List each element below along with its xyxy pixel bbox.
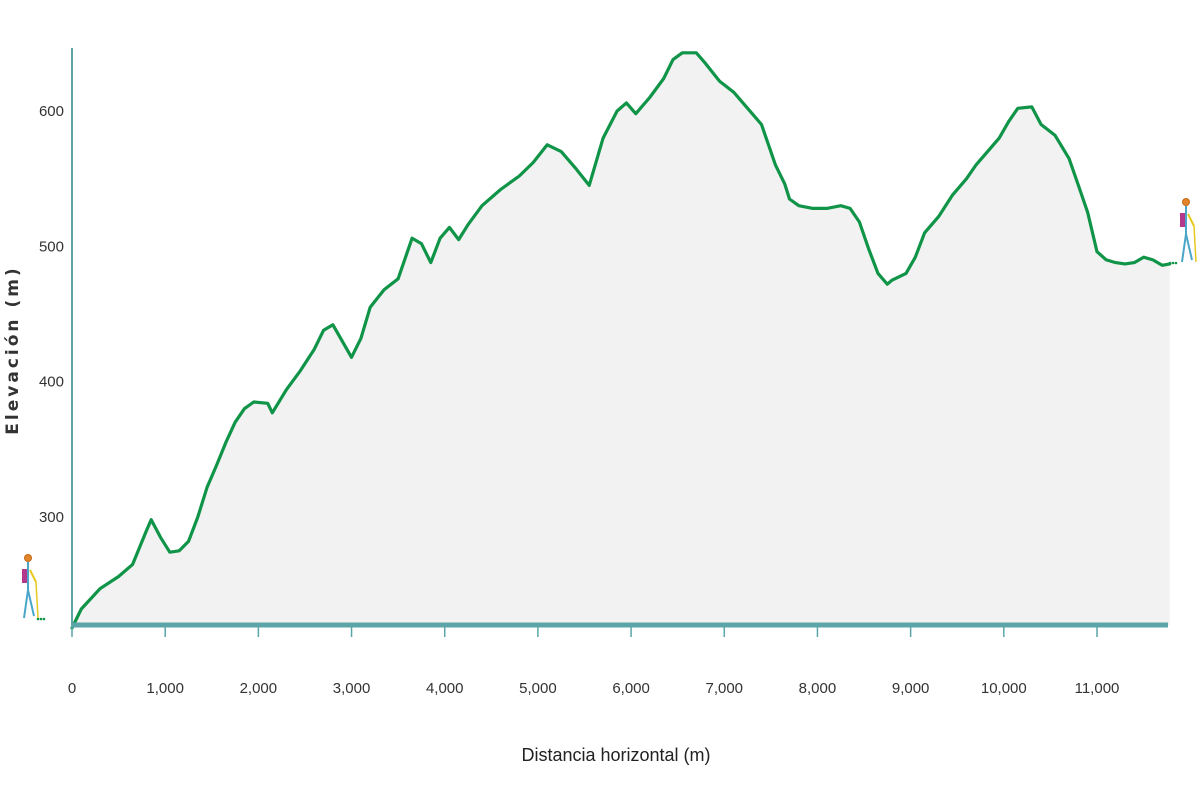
x-tick-label: 5,000 [519,680,557,697]
y-axis-title: Elevación (m) [3,265,23,434]
y-tick-label: 300 [39,509,64,526]
x-tick-label: 9,000 [892,680,930,697]
x-tick-label: 2,000 [240,680,278,697]
x-tick-label: 0 [68,680,76,697]
y-tick-label: 600 [39,103,64,120]
x-tick-label: 11,000 [1075,680,1120,697]
plot-area [70,51,1172,630]
x-tick-label: 7,000 [705,680,743,697]
x-axis-title: Distancia horizontal (m) [521,745,710,765]
x-axis-ticks: 0 1,000 2,000 3,000 4,000 5,000 6,000 7,000 8,00… [68,625,1120,697]
x-tick-label: 3,000 [333,680,371,697]
x-tick-label: 8,000 [799,680,837,697]
elevation-area-fill [72,52,1170,629]
x-tick-label: 10,000 [981,680,1027,697]
y-axis-ticks: 300 400 500 600 [39,103,64,526]
x-tick-label: 4,000 [426,680,464,697]
x-tick-label: 1,000 [146,680,184,697]
elevation-line [70,51,1172,630]
hiker-start-icon [22,554,46,621]
y-tick-label: 500 [39,238,64,255]
x-tick-label: 6,000 [612,680,650,697]
hiker-end-icon [1168,198,1197,265]
y-tick-label: 400 [39,374,64,391]
